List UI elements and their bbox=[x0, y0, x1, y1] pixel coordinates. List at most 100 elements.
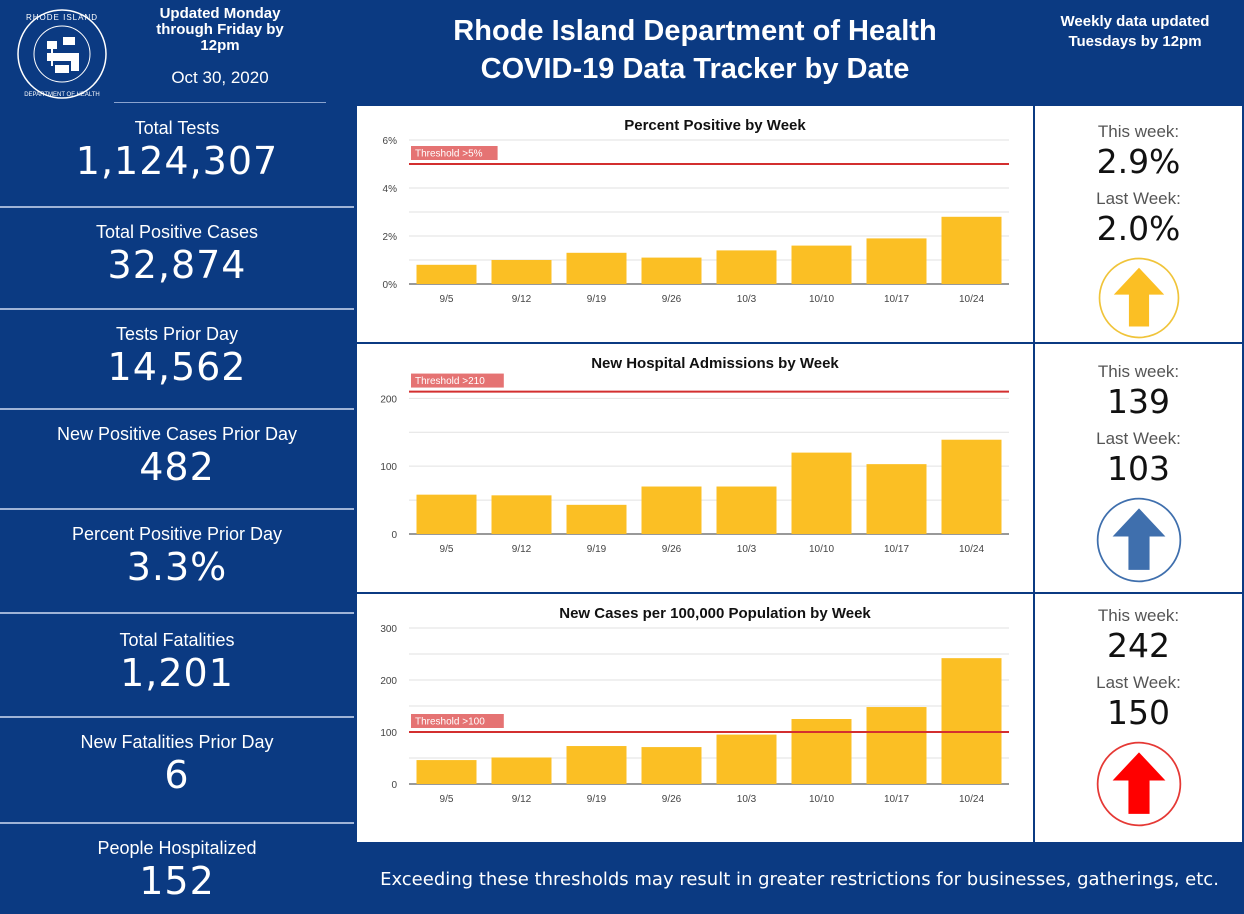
bar bbox=[716, 734, 777, 784]
x-tick-label: 9/12 bbox=[512, 294, 532, 305]
last-week-value: 2.0% bbox=[1096, 209, 1181, 248]
title-line-2: COVID-19 Data Tracker by Date bbox=[480, 53, 910, 85]
stat-label: Total Positive Cases bbox=[95, 222, 259, 242]
stat-percent-positive-prior-day: Percent Positive Prior Day 3.3% bbox=[0, 510, 354, 614]
bar bbox=[641, 486, 702, 534]
x-tick-label: 10/10 bbox=[809, 544, 834, 555]
chart-title: Percent Positive by Week bbox=[624, 117, 806, 134]
bar bbox=[791, 245, 852, 284]
bar bbox=[791, 719, 852, 784]
x-tick-label: 9/19 bbox=[587, 294, 607, 305]
this-week-value: 2.9% bbox=[1096, 142, 1181, 181]
chart-panel-new-cases: New Cases per 100,000 Population by Week… bbox=[357, 594, 1033, 842]
stat-value: 6 bbox=[164, 753, 190, 797]
y-tick-label: 0 bbox=[391, 780, 397, 791]
arrow-shape bbox=[1113, 267, 1164, 327]
x-tick-label: 10/3 bbox=[737, 544, 757, 555]
percent-positive-chart: Percent Positive by Week 0% 2% 4% 6% 9/5 9/12 9… bbox=[383, 117, 1009, 305]
x-tick-label: 9/19 bbox=[587, 794, 607, 805]
this-week-value: 242 bbox=[1107, 626, 1170, 665]
stat-total-positive-cases: Total Positive Cases 32,874 bbox=[0, 208, 354, 310]
last-week-value: 103 bbox=[1107, 449, 1170, 488]
bar bbox=[791, 452, 852, 534]
page-title: Rhode Island Department of Health COVID-… bbox=[355, 12, 1035, 88]
last-week-value: 150 bbox=[1107, 693, 1170, 732]
logo-ring-top-text: RHODE ISLAND bbox=[26, 13, 98, 22]
threshold-label-bg bbox=[411, 373, 504, 388]
y-tick-label: 100 bbox=[380, 462, 397, 473]
stat-label: Total Tests bbox=[134, 118, 220, 138]
new-cases-chart: New Cases per 100,000 Population by Week… bbox=[380, 605, 1009, 805]
stat-value: 1,124,307 bbox=[75, 139, 279, 183]
x-tick-label: 10/10 bbox=[809, 794, 834, 805]
arrow-ring bbox=[1096, 741, 1181, 827]
x-tick-label: 9/19 bbox=[587, 544, 607, 555]
x-tick-label: 10/24 bbox=[959, 544, 984, 555]
threshold-label: Threshold >5% bbox=[415, 149, 483, 160]
threshold-label: Threshold >210 bbox=[415, 376, 485, 387]
bar bbox=[941, 216, 1002, 284]
last-week-label: Last Week: bbox=[1096, 429, 1181, 448]
bar bbox=[491, 757, 552, 784]
x-tick-label: 9/5 bbox=[440, 794, 454, 805]
y-tick-label: 0% bbox=[383, 280, 398, 291]
chart-panel-percent-positive: Percent Positive by Week 0% 2% 4% 6% 9/5 9/12 9… bbox=[357, 106, 1033, 342]
x-tick-label: 9/12 bbox=[512, 794, 532, 805]
this-week-label: This week: bbox=[1097, 606, 1180, 625]
bar bbox=[941, 439, 1002, 534]
last-week-label: Last Week: bbox=[1096, 189, 1181, 208]
x-tick-label: 10/17 bbox=[884, 544, 909, 555]
stats-column: Total Tests 1,124,307 Total Positive Cas… bbox=[0, 104, 354, 914]
x-tick-label: 10/24 bbox=[959, 294, 984, 305]
arrow-up-icon bbox=[1098, 257, 1179, 339]
bar bbox=[716, 486, 777, 534]
threshold-label-bg bbox=[411, 714, 504, 728]
stat-label: Percent Positive Prior Day bbox=[71, 524, 283, 544]
x-tick-label: 10/24 bbox=[959, 794, 984, 805]
x-tick-label: 9/12 bbox=[512, 544, 532, 555]
bar bbox=[416, 494, 477, 534]
bar bbox=[566, 252, 627, 284]
this-week-label: This week: bbox=[1097, 122, 1180, 141]
bar bbox=[491, 495, 552, 534]
stat-label: New Positive Cases Prior Day bbox=[56, 424, 298, 444]
bar bbox=[566, 746, 627, 784]
compare-panel-hospital-admissions: This week: 139 Last Week: 103 bbox=[1035, 344, 1242, 592]
stat-label: Total Fatalities bbox=[119, 630, 235, 650]
stat-value: 152 bbox=[139, 859, 215, 903]
stat-new-positive-prior-day: New Positive Cases Prior Day 482 bbox=[0, 410, 354, 510]
arrow-ring bbox=[1098, 257, 1179, 339]
x-tick-label: 10/3 bbox=[737, 294, 757, 305]
report-date: Oct 30, 2020 bbox=[171, 68, 269, 87]
chart-panel-hospital-admissions: New Hospital Admissions by Week 0 100 200 9/… bbox=[357, 344, 1033, 592]
stat-total-fatalities: Total Fatalities 1,201 bbox=[0, 614, 354, 718]
arrow-up-icon bbox=[1096, 497, 1181, 583]
bar bbox=[416, 264, 477, 284]
arrow-shape bbox=[1112, 508, 1165, 570]
department-seal-logo: RHODE ISLAND DEPARTMENT OF HEALTH bbox=[17, 9, 107, 99]
chart-title: New Cases per 100,000 Population by Week bbox=[559, 605, 871, 622]
stat-tests-prior-day: Tests Prior Day 14,562 bbox=[0, 310, 354, 410]
x-tick-label: 10/3 bbox=[737, 794, 757, 805]
arrow-ring bbox=[1096, 497, 1181, 583]
weekly-update-note: Weekly data updated Tuesdays by 12pm bbox=[1060, 13, 1210, 50]
threshold-footer-note: Exceeding these thresholds may result in… bbox=[380, 869, 1219, 890]
x-tick-label: 10/17 bbox=[884, 294, 909, 305]
y-tick-label: 100 bbox=[380, 728, 397, 739]
x-tick-label: 10/17 bbox=[884, 794, 909, 805]
bar bbox=[866, 707, 927, 784]
bar bbox=[641, 747, 702, 784]
y-tick-label: 6% bbox=[383, 136, 398, 147]
bar bbox=[866, 464, 927, 534]
title-line-1: Rhode Island Department of Health bbox=[453, 15, 937, 47]
bar bbox=[866, 238, 927, 284]
y-tick-label: 300 bbox=[380, 624, 397, 635]
y-tick-label: 4% bbox=[383, 184, 398, 195]
stat-label: People Hospitalized bbox=[97, 838, 257, 858]
stat-new-fatalities-prior-day: New Fatalities Prior Day 6 bbox=[0, 718, 354, 824]
bar bbox=[491, 260, 552, 284]
this-week-value: 139 bbox=[1107, 382, 1170, 421]
update-schedule-note: Updated Monday through Friday by 12pm bbox=[156, 5, 284, 54]
stat-value: 3.3% bbox=[126, 545, 228, 589]
threshold-label: Threshold >100 bbox=[415, 717, 485, 728]
